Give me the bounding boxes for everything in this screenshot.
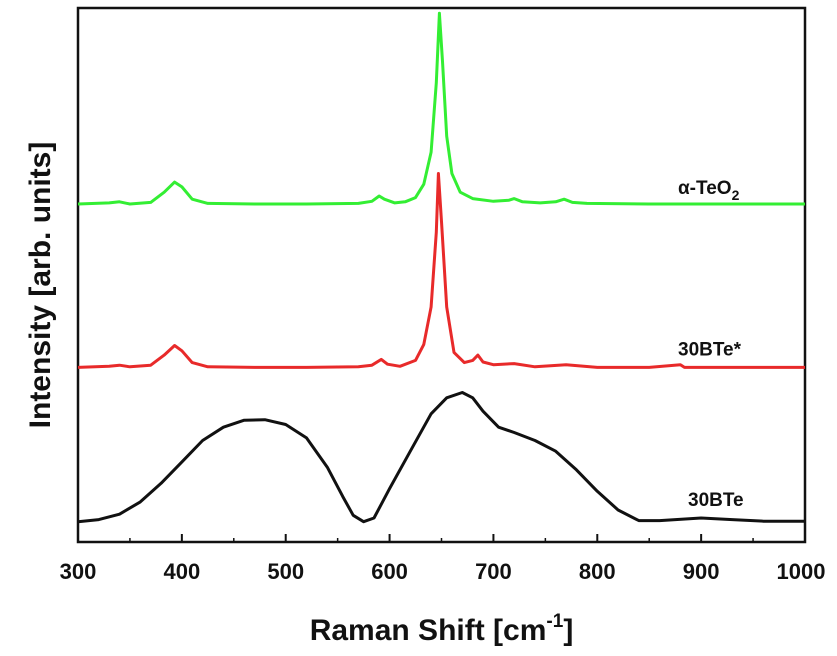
series-label-alpha-teo2-main: α-TeO — [678, 178, 732, 199]
series-line-0 — [77, 11, 805, 206]
x-axis-label: Raman Shift [cm-1] — [310, 611, 574, 647]
x-tick-label-800: 800 — [579, 559, 616, 584]
x-tick-label-400: 400 — [163, 559, 200, 584]
series-label-alpha-teo2: α-TeO2 — [678, 178, 740, 203]
x-axis-ticks: 300 400 500 600 700 800 900 1000 — [60, 534, 826, 584]
x-tick-label-700: 700 — [475, 559, 512, 584]
plot-frame — [76, 6, 807, 544]
series-line-1 — [77, 172, 805, 369]
series-label-30bte-star: 30BTe* — [678, 339, 742, 360]
series-line-2 — [77, 391, 805, 524]
plot-area: 300 400 500 600 700 800 900 1000 — [60, 6, 826, 584]
y-axis-label: Intensity [arb. units] — [24, 142, 57, 429]
x-tick-label-300: 300 — [60, 559, 97, 584]
x-axis-label-main: Raman Shift [cm — [310, 614, 547, 647]
series-label-alpha-teo2-subscript: 2 — [732, 187, 740, 203]
x-tick-label-1000: 1000 — [777, 559, 826, 584]
x-tick-label-500: 500 — [267, 559, 304, 584]
series-label-30bte: 30BTe — [688, 490, 744, 511]
x-axis-label-superscript: -1 — [546, 611, 563, 632]
series-layer — [77, 11, 805, 524]
x-tick-label-600: 600 — [371, 559, 408, 584]
x-tick-label-900: 900 — [683, 559, 720, 584]
x-axis-label-end: ] — [563, 614, 573, 647]
